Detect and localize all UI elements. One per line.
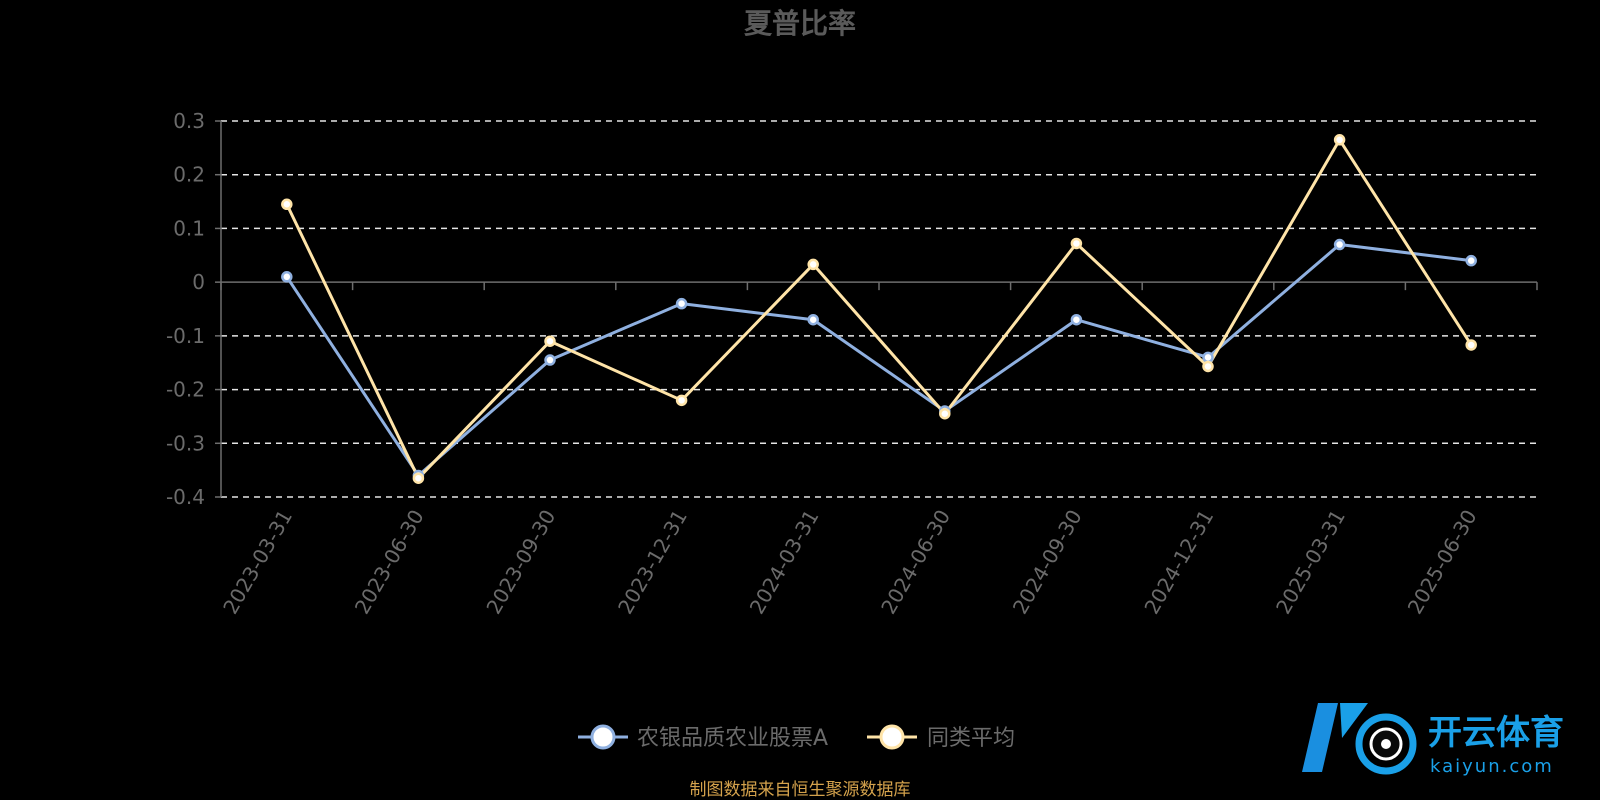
legend-item-series-1[interactable]: 农银品质农业股票A [578, 724, 828, 751]
data-point-series-1[interactable] [1070, 313, 1083, 326]
series-line-2 [285, 138, 1473, 480]
data-point-series-2[interactable] [544, 335, 556, 347]
legend-label-series-1: 农银品质农业股票A [637, 726, 828, 751]
data-point-series-1[interactable] [1202, 351, 1214, 364]
data-point-series-2[interactable] [412, 472, 425, 484]
x-tick-label: 2023-09-30 [481, 506, 560, 619]
data-point-series-2[interactable] [1465, 339, 1477, 351]
y-tick-label: 0.3 [173, 109, 205, 133]
x-tick-label: 2025-03-31 [1271, 506, 1350, 619]
x-axis-ticks: 2023-03-31 2023-06-30 2023-09-30 2023-12-31… [218, 506, 1481, 619]
data-point-series-1[interactable] [281, 271, 293, 283]
series-layer [281, 134, 1477, 484]
series-line-1 [285, 243, 1472, 478]
data-point-series-1[interactable] [1333, 238, 1346, 251]
y-tick-label: 0.2 [173, 163, 205, 187]
data-point-series-2[interactable] [1333, 134, 1346, 146]
x-tick-label: 2024-09-30 [1008, 506, 1087, 619]
x-tick-label: 2024-12-31 [1139, 506, 1218, 619]
legend-label-series-2: 同类平均 [927, 726, 1015, 751]
data-point-series-1[interactable] [675, 297, 688, 310]
data-point-series-2[interactable] [675, 394, 688, 407]
grid-layer [221, 120, 1537, 498]
y-tick-label: -0.2 [166, 378, 205, 402]
legend-marker-series-1 [590, 724, 616, 750]
x-tick-label: 2023-03-31 [218, 506, 297, 619]
y-tick-label: 0 [192, 270, 205, 294]
y-tick-label: -0.1 [166, 324, 205, 348]
data-point-series-2[interactable] [939, 407, 951, 420]
chart-title: 夏普比率 [744, 7, 856, 40]
data-point-series-2[interactable] [281, 198, 293, 211]
legend-item-series-2[interactable]: 同类平均 [867, 724, 1015, 751]
legend: 农银品质农业股票A 同类平均 [578, 724, 1015, 751]
legend-marker-series-2 [879, 724, 905, 750]
kaiyun-logo-icon [1302, 703, 1417, 775]
x-tick-label: 2023-06-30 [350, 506, 429, 619]
axis-layer [215, 120, 1538, 498]
data-point-series-2[interactable] [1070, 237, 1083, 250]
x-tick-label: 2025-06-30 [1403, 506, 1482, 619]
x-tick-label: 2023-12-31 [613, 506, 692, 619]
y-tick-label: -0.3 [166, 431, 205, 455]
y-tick-label: 0.1 [173, 216, 205, 240]
watermark-logo-text: 开云体育 [1428, 713, 1564, 753]
data-point-series-2[interactable] [1202, 360, 1214, 373]
data-point-series-1[interactable] [1465, 254, 1477, 267]
data-point-series-2[interactable] [807, 258, 819, 271]
y-axis-ticks: 0.3 0.2 0.1 0 -0.1 -0.2 -0.3 -0.4 [166, 109, 205, 509]
data-point-series-1[interactable] [544, 354, 556, 366]
x-tick-label: 2024-06-30 [876, 506, 955, 619]
data-point-series-1[interactable] [807, 313, 819, 326]
y-tick-label: -0.4 [166, 485, 205, 509]
source-note: 制图数据来自恒生聚源数据库 [690, 780, 911, 800]
watermark-logo-sub: kaiyun.com [1430, 756, 1554, 777]
watermark-logo: 开云体育 kaiyun.com [1302, 703, 1564, 777]
x-tick-label: 2024-03-31 [745, 506, 824, 619]
